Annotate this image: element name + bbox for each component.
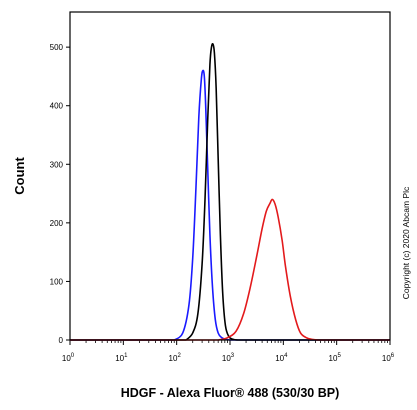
y-tick-label: 300 — [50, 160, 64, 169]
y-tick-label: 100 — [50, 277, 64, 286]
y-tick-label: 400 — [50, 102, 64, 111]
y-tick-label: 200 — [50, 219, 64, 228]
y-axis-ticks: 0 100 200 300 400 500 — [50, 43, 70, 345]
x-tick-label: 103 — [222, 353, 235, 363]
x-tick-label: 102 — [169, 353, 182, 363]
x-axis-ticks: 100 101 102 103 104 105 106 — [62, 340, 395, 363]
copyright-annotation: Copyright (c) 2020 Abcam Plc — [401, 186, 411, 299]
y-tick-label: 0 — [59, 336, 64, 345]
series-line-1 — [70, 69, 390, 341]
plot-frame — [69, 11, 391, 341]
series-line-3 — [70, 198, 390, 341]
x-tick-label: 105 — [329, 353, 342, 363]
x-tick-label: 104 — [275, 353, 288, 363]
x-tick-label: 106 — [382, 353, 395, 363]
y-axis-title: Count — [12, 157, 27, 195]
x-tick-label: 101 — [115, 353, 128, 363]
x-tick-label: 100 — [62, 353, 75, 363]
series-line-2 — [70, 42, 390, 341]
series-lines — [70, 42, 390, 341]
y-tick-label: 500 — [50, 43, 64, 52]
x-axis-title: HDGF - Alexa Fluor® 488 (530/30 BP) — [121, 386, 340, 400]
